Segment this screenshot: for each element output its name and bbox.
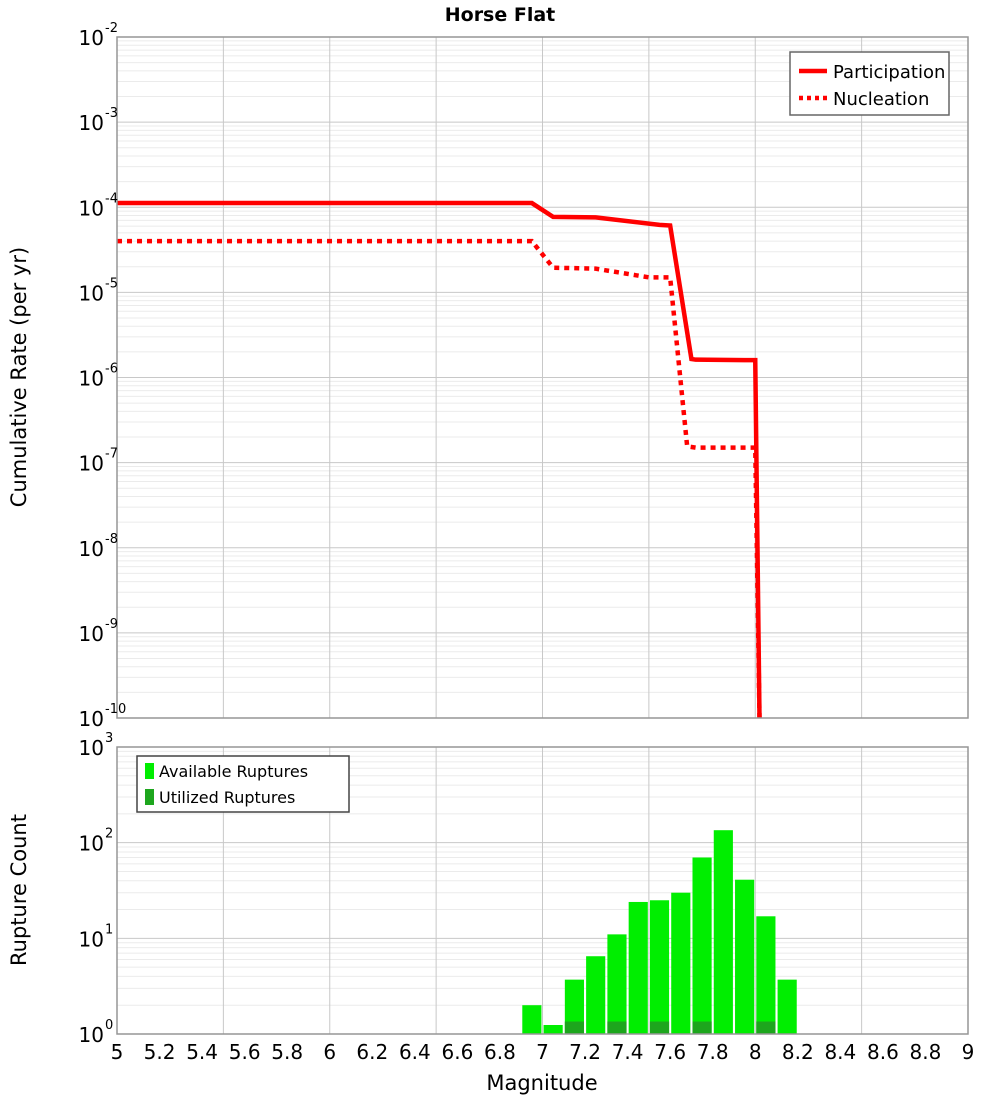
bottom-ytick-exponent: 1 <box>105 922 113 937</box>
utilized-ruptures-legend-swatch <box>145 789 154 805</box>
bottom-plot-vertical-gridlines <box>222 747 863 1034</box>
bottom-xtick-label: 8 <box>749 1040 762 1064</box>
top-ytick-exponent: -2 <box>105 21 118 36</box>
bottom-xtick-label: 6.6 <box>441 1040 473 1064</box>
utilized-ruptures-bars <box>564 1021 776 1034</box>
bottom-xtick-label: 8.4 <box>824 1040 856 1064</box>
top-ytick-base: 10 <box>79 622 104 646</box>
available-rupture-bar <box>564 979 584 1034</box>
bottom-legend-box <box>136 755 350 813</box>
available-rupture-bar <box>522 1005 542 1034</box>
top-ytick-base: 10 <box>79 281 104 305</box>
top-ytick-base: 10 <box>79 26 104 50</box>
bottom-plot-xtick-labels: 5 5.2 5.4 5.6 5.8 6 6.2 6.4 6.6 6.8 7 7.2 7.4 7.6 7.8 8… <box>111 1040 975 1064</box>
bottom-plot-ylabel: Rupture Count <box>7 814 31 966</box>
top-ytick-base: 10 <box>79 111 104 135</box>
bottom-ytick-exponent: 0 <box>105 1018 113 1033</box>
available-rupture-bar <box>756 916 776 1034</box>
bottom-xtick-label: 8.8 <box>910 1040 942 1064</box>
top-ytick-base: 10 <box>79 367 104 391</box>
bottom-xtick-label: 6 <box>323 1040 336 1064</box>
available-rupture-bar <box>692 857 712 1034</box>
bottom-xtick-label: 5.2 <box>144 1040 176 1064</box>
available-rupture-bar <box>671 892 691 1034</box>
top-ytick-exponent: -9 <box>105 617 118 632</box>
bottom-ytick-exponent: 3 <box>105 731 113 746</box>
available-ruptures-legend-label: Available Ruptures <box>159 762 308 781</box>
available-ruptures-legend-swatch <box>145 763 154 779</box>
page-title: Horse Flat <box>445 4 556 26</box>
available-rupture-bar <box>649 900 670 1034</box>
available-ruptures-bars <box>522 830 797 1034</box>
top-ytick-base: 10 <box>79 537 104 561</box>
bottom-xtick-label: 5.4 <box>186 1040 218 1064</box>
top-ytick-base: 10 <box>79 196 104 220</box>
bottom-xtick-label: 7.2 <box>569 1040 601 1064</box>
top-ytick-base: 10 <box>79 707 104 731</box>
participation-legend-label: Participation <box>833 62 945 83</box>
top-plot-vertical-gridlines <box>222 37 863 718</box>
top-ytick-exponent: -3 <box>105 106 118 121</box>
bottom-xtick-label: 6.2 <box>356 1040 388 1064</box>
bottom-xtick-label: 7.8 <box>697 1040 729 1064</box>
bottom-xtick-label: 5.8 <box>271 1040 303 1064</box>
top-plot-ylabel: Cumulative Rate (per yr) <box>7 247 31 507</box>
available-rupture-bar <box>777 979 797 1034</box>
bottom-xtick-label: 6.8 <box>484 1040 516 1064</box>
top-ytick-exponent: -5 <box>105 276 118 291</box>
available-rupture-bar <box>628 901 648 1034</box>
top-ytick-exponent: -4 <box>105 191 118 206</box>
bottom-xtick-label: 7 <box>536 1040 549 1064</box>
bottom-ytick-exponent: 2 <box>105 827 113 842</box>
available-rupture-bar <box>586 956 606 1034</box>
top-plot-ytick-labels: 10-210-310-410-510-610-710-810-910-10 <box>79 21 127 731</box>
available-rupture-bar <box>735 879 755 1034</box>
bottom-xtick-label: 7.4 <box>612 1040 644 1064</box>
top-ytick-exponent: -7 <box>105 447 118 462</box>
available-rupture-bar <box>607 934 627 1034</box>
participation-curve <box>117 200 762 719</box>
bottom-plot-border <box>116 746 969 1035</box>
utilized-ruptures-legend-label: Utilized Ruptures <box>159 788 295 807</box>
top-ytick-base: 10 <box>79 452 104 476</box>
bottom-xtick-label: 9 <box>962 1040 975 1064</box>
bottom-xtick-label: 5 <box>111 1040 124 1064</box>
utilized-rupture-bar <box>692 1021 712 1034</box>
top-plot-legend: Participation Nucleation <box>789 51 950 116</box>
top-legend-box <box>789 51 950 116</box>
top-plot-panel: 10-210-310-410-510-610-710-810-910-10 Cu… <box>7 4 969 731</box>
top-ytick-exponent: -10 <box>105 702 126 717</box>
bottom-xtick-label: 8.2 <box>782 1040 814 1064</box>
utilized-rupture-bar <box>564 1021 584 1034</box>
available-rupture-bar <box>543 1025 563 1034</box>
bottom-plot-legend: Available Ruptures Utilized Ruptures <box>136 755 350 813</box>
top-ytick-exponent: -6 <box>105 362 118 377</box>
bottom-xtick-label: 7.6 <box>654 1040 686 1064</box>
utilized-rupture-bar <box>607 1021 627 1034</box>
utilized-rupture-bar <box>649 1021 670 1034</box>
bottom-xtick-label: 5.6 <box>229 1040 261 1064</box>
nucleation-legend-label: Nucleation <box>833 89 929 110</box>
bottom-xtick-label: 6.4 <box>399 1040 431 1064</box>
top-ytick-exponent: -8 <box>105 532 118 547</box>
bottom-ytick-base: 10 <box>79 927 104 951</box>
top-plot-border <box>116 36 969 719</box>
bottom-ytick-base: 10 <box>79 1023 104 1047</box>
bottom-ytick-base: 10 <box>79 736 104 760</box>
available-rupture-bar <box>713 830 733 1034</box>
bottom-xtick-label: 8.6 <box>867 1040 899 1064</box>
bottom-plot-xlabel: Magnitude <box>486 1071 597 1095</box>
utilized-rupture-bar <box>756 1021 776 1034</box>
bottom-ytick-base: 10 <box>79 832 104 856</box>
